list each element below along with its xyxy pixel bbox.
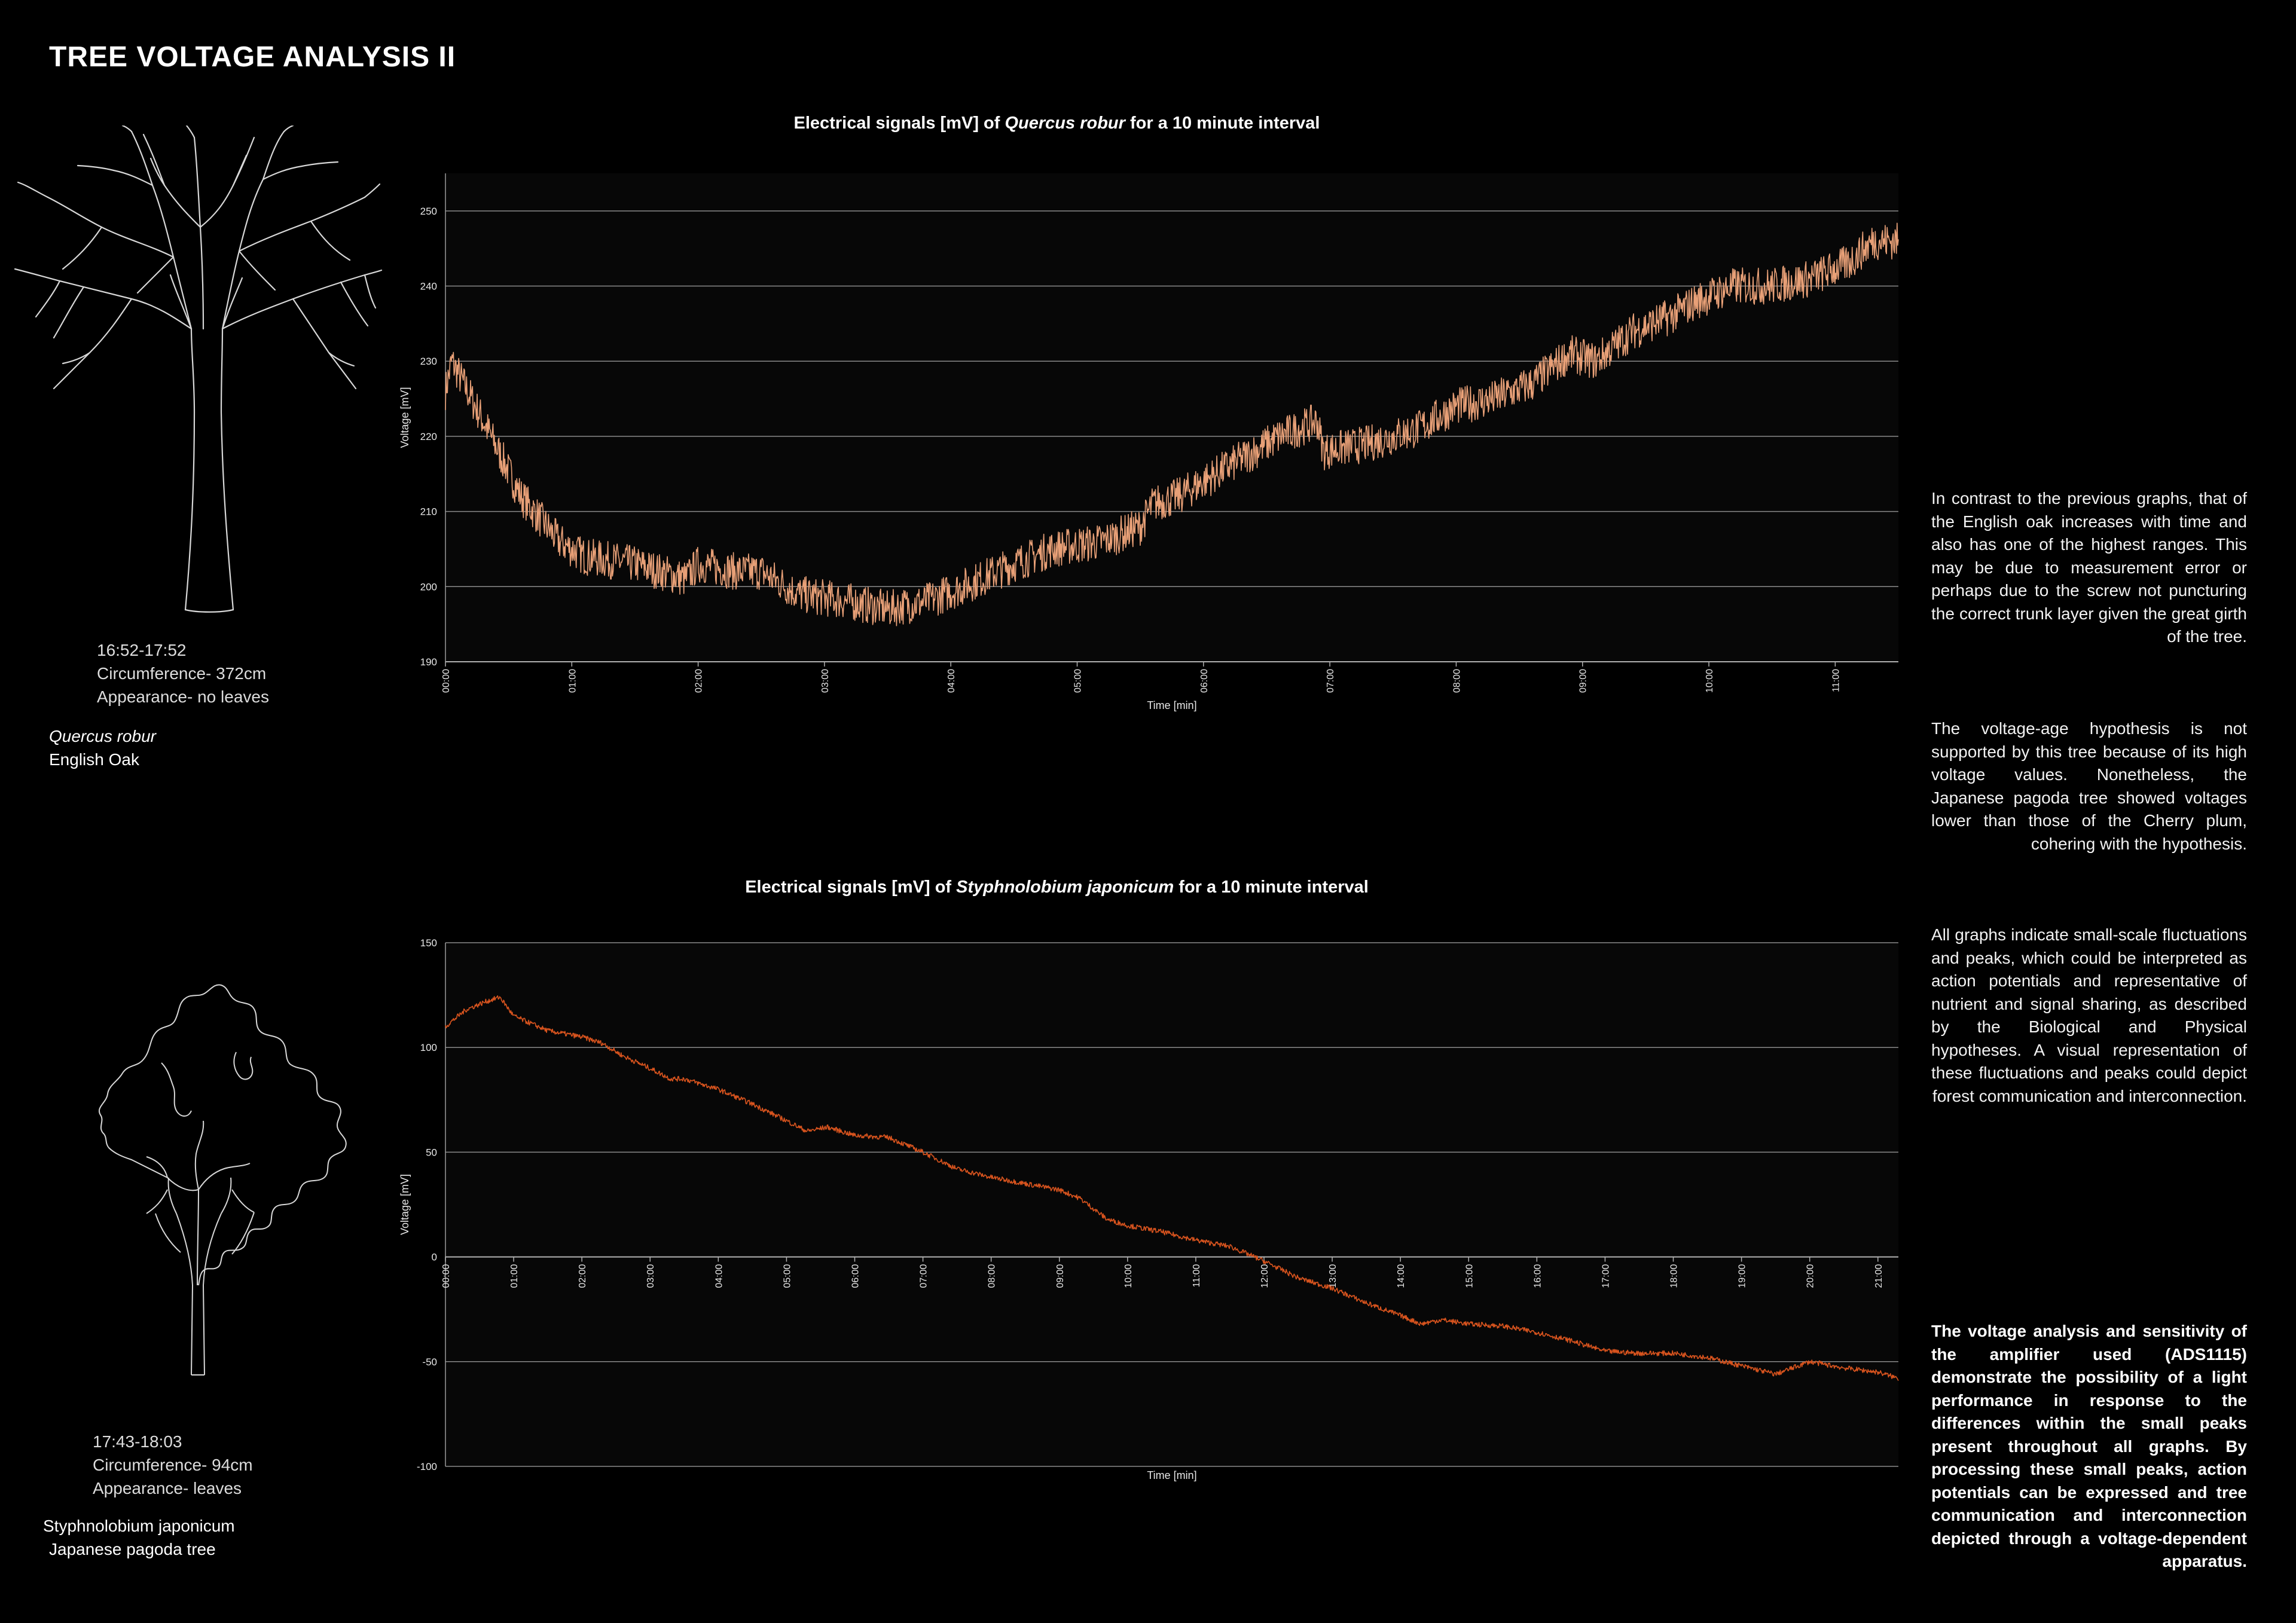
x-tick-label: 00:00 xyxy=(441,669,451,693)
y-tick-label: 210 xyxy=(420,506,437,518)
plot-area xyxy=(445,173,1898,662)
x-tick-label: 19:00 xyxy=(1738,1264,1748,1288)
chart2-title-post: for a 10 minute interval xyxy=(1174,878,1369,897)
y-tick-label: 230 xyxy=(420,356,437,367)
x-tick-label: 07:00 xyxy=(1326,669,1336,693)
series-line xyxy=(445,995,1899,1381)
y-tick-label: 250 xyxy=(420,206,437,217)
pagoda-common-name: Japanese pagoda tree xyxy=(49,1540,216,1558)
series-line xyxy=(445,222,1899,626)
chart1-title: Electrical signals [mV] of Quercus robur… xyxy=(383,114,1731,133)
y-tick-label: -50 xyxy=(422,1356,437,1368)
x-tick-label: 11:00 xyxy=(1831,669,1841,692)
pagoda-info: 17:43-18:03 Circumference- 94cm Appearan… xyxy=(93,1430,253,1500)
chart1-title-post: for a 10 minute interval xyxy=(1125,114,1320,133)
y-tick-label: 190 xyxy=(420,656,437,668)
y-tick-label: 0 xyxy=(432,1252,437,1263)
pagoda-latin-name: Styphnolobium japonicum xyxy=(43,1517,235,1535)
x-tick-label: 16:00 xyxy=(1532,1264,1543,1288)
x-tick-label: 08:00 xyxy=(1452,669,1462,693)
chart2-title-italic: Styphnolobium japonicum xyxy=(956,878,1174,897)
x-tick-label: 11:00 xyxy=(1192,1264,1202,1288)
pagoda-species: Styphnolobium japonicum Japanese pagoda … xyxy=(43,1514,235,1561)
paragraph-fluctuations: All graphs indicate small-scale fluctuat… xyxy=(1931,925,2247,1105)
x-tick-label: 06:00 xyxy=(851,1264,861,1288)
chart2-title-pre: Electrical signals [mV] of xyxy=(745,878,957,897)
oak-latin-name: Quercus robur xyxy=(49,727,156,745)
x-tick-label: 03:00 xyxy=(820,669,831,693)
y-tick-label: -100 xyxy=(417,1461,437,1472)
y-tick-label: 50 xyxy=(426,1147,437,1158)
x-tick-label: 08:00 xyxy=(987,1264,997,1288)
oak-circumference: Circumference- 372cm xyxy=(97,664,267,683)
chart2-title: Electrical signals [mV] of Styphnolobium… xyxy=(383,878,1731,897)
y-axis-title: Voltage [mV] xyxy=(399,1174,411,1235)
chart1-title-pre: Electrical signals [mV] of xyxy=(793,114,1005,133)
x-tick-label: 04:00 xyxy=(947,669,957,693)
x-tick-label: 09:00 xyxy=(1055,1264,1065,1288)
x-tick-label: 07:00 xyxy=(919,1264,929,1288)
x-axis-title: Time [min] xyxy=(1147,1469,1196,1481)
pagoda-appearance: Appearance- leaves xyxy=(93,1479,242,1497)
x-tick-label: 02:00 xyxy=(578,1264,588,1288)
chart1-title-italic: Quercus robur xyxy=(1004,114,1125,133)
oak-tree-illustration xyxy=(14,126,383,613)
pagoda-time-range: 17:43-18:03 xyxy=(93,1432,182,1451)
x-tick-label: 18:00 xyxy=(1669,1264,1680,1288)
x-tick-label: 05:00 xyxy=(782,1264,792,1288)
x-tick-label: 06:00 xyxy=(1199,669,1210,693)
x-tick-label: 01:00 xyxy=(567,669,578,693)
x-tick-label: 09:00 xyxy=(1578,669,1589,693)
x-tick-label: 15:00 xyxy=(1464,1264,1474,1288)
pagoda-circumference: Circumference- 94cm xyxy=(93,1456,253,1474)
x-tick-label: 21:00 xyxy=(1874,1264,1884,1288)
oak-species: Quercus robur English Oak xyxy=(49,725,156,771)
oak-voltage-chart: 190 200 210 220 230 240 250 00:00 01:00 02:00 03:0… xyxy=(399,173,1899,711)
x-tick-label: 14:00 xyxy=(1396,1264,1406,1288)
x-tick-label: 05:00 xyxy=(1073,669,1083,693)
paragraph-amplifier: The voltage analysis and sensitivity of … xyxy=(1931,1322,2247,1570)
y-tick-label: 100 xyxy=(420,1042,437,1053)
x-tick-label: 10:00 xyxy=(1123,1264,1134,1288)
x-tick-label: 10:00 xyxy=(1705,669,1715,693)
x-tick-label: 02:00 xyxy=(694,669,704,693)
x-tick-label: 03:00 xyxy=(646,1264,656,1288)
x-axis-title: Time [min] xyxy=(1147,699,1196,711)
oak-info: 16:52-17:52 Circumference- 372cm Appeara… xyxy=(97,638,269,708)
paragraph-voltage-age: The voltage-age hypothesis is not suppor… xyxy=(1931,719,2247,853)
x-tick-label: 00:00 xyxy=(441,1264,451,1288)
y-axis-title: Voltage [mV] xyxy=(399,387,411,448)
y-tick-label: 200 xyxy=(420,581,437,592)
y-tick-label: 150 xyxy=(420,937,437,949)
x-tick-label: 13:00 xyxy=(1328,1264,1338,1288)
y-tick-label: 240 xyxy=(420,281,437,292)
oak-appearance: Appearance- no leaves xyxy=(97,687,269,706)
x-tick-label: 17:00 xyxy=(1601,1264,1611,1288)
x-tick-label: 01:00 xyxy=(509,1264,520,1288)
x-tick-label: 04:00 xyxy=(714,1264,724,1288)
x-tick-label: 12:00 xyxy=(1260,1264,1270,1288)
y-tick-label: 220 xyxy=(420,431,437,442)
page-title: TREE VOLTAGE ANALYSIS II xyxy=(49,41,456,73)
pagoda-tree-illustration xyxy=(99,984,347,1376)
paragraph-oak-trend: In contrast to the previous graphs, that… xyxy=(1931,489,2247,646)
oak-common-name: English Oak xyxy=(49,750,139,769)
pagoda-voltage-chart: -100 -50 0 50 100 150 00:00 01:00 02:00 03:00 04:0… xyxy=(399,937,1899,1481)
plot-area xyxy=(445,943,1898,1466)
oak-time-range: 16:52-17:52 xyxy=(97,641,187,659)
x-tick-label: 20:00 xyxy=(1806,1264,1816,1288)
